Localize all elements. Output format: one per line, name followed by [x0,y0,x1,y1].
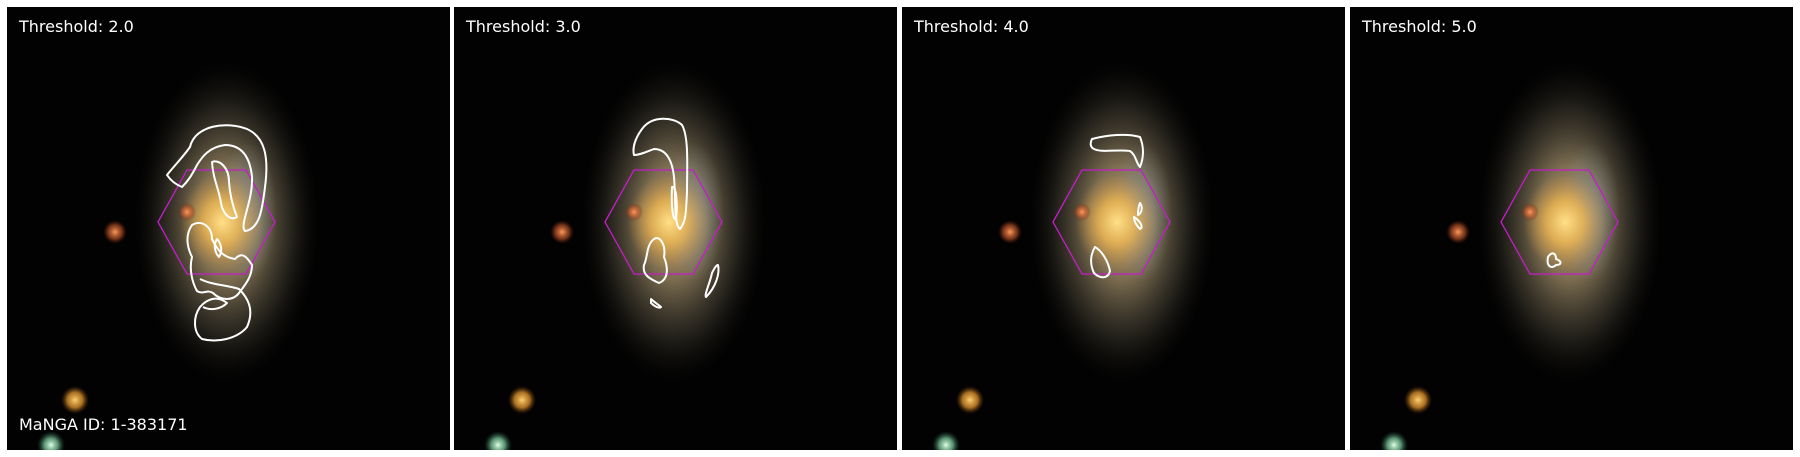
galaxy-core [180,174,264,270]
galaxy-core [1523,174,1607,270]
contour-lines [632,117,720,309]
panel-threshold-2: Threshold: 2.0 MaNGA ID: 1-383171 [7,7,450,450]
contour-lines [166,124,268,342]
manga-id-label: MaNGA ID: 1-383171 [19,415,188,434]
green-star [37,431,65,450]
green-star [1380,431,1408,450]
orange-star [508,386,536,414]
panel-threshold-4: Threshold: 4.0 [902,7,1345,450]
orange-star [1404,386,1432,414]
galaxy-image [932,62,1214,450]
threshold-label: Threshold: 2.0 [19,17,134,36]
ifu-hexagon [1052,169,1171,275]
green-star [932,431,960,450]
ifu-hexagon [1500,169,1619,275]
ifu-hexagon [157,169,276,275]
ifu-hexagon [604,169,723,275]
panel-threshold-3: Threshold: 3.0 [454,7,897,450]
galaxy-image [1380,62,1662,450]
contour-lines [1089,133,1144,279]
galaxy-core [627,174,711,270]
red-star [103,220,127,244]
green-star [484,431,512,450]
threshold-label: Threshold: 4.0 [914,17,1029,36]
threshold-label: Threshold: 3.0 [466,17,581,36]
panel-threshold-5: Threshold: 5.0 [1350,7,1793,450]
orange-star [956,386,984,414]
red-star [1446,220,1470,244]
red-star [178,203,196,221]
red-star [1521,203,1539,221]
threshold-label: Threshold: 5.0 [1362,17,1477,36]
red-star [625,203,643,221]
orange-star [61,386,89,414]
galaxy-image [484,62,766,450]
galaxy-core [1075,174,1159,270]
contour-lines [1546,252,1562,268]
galaxy-image [37,62,319,450]
red-star [998,220,1022,244]
red-star [550,220,574,244]
red-star [1073,203,1091,221]
